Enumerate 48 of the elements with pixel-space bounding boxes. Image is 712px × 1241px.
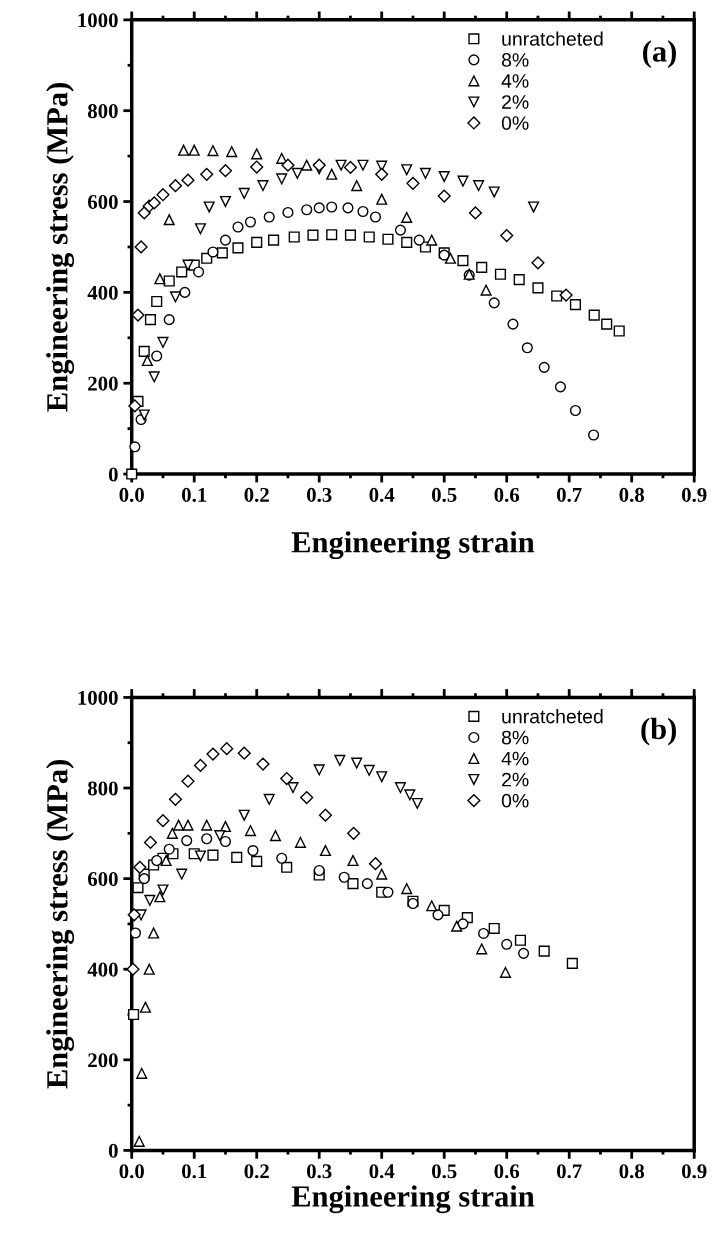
legend-label: unratcheted: [502, 709, 603, 724]
legend-label: 8%: [501, 730, 529, 745]
legend-label: 8%: [501, 53, 529, 67]
y-tick-label: 800: [87, 781, 118, 796]
annotation: (b): [641, 717, 676, 746]
legend-label: 4%: [501, 751, 529, 766]
y-tick-label: 1000: [78, 690, 118, 705]
x-tick-label: 0.8: [619, 487, 645, 503]
x-tick-label: 0.0: [119, 1164, 144, 1179]
legend-label: 4%: [501, 74, 529, 88]
x-tick-label: 0.9: [681, 487, 707, 503]
y-tick-label: 1000: [78, 13, 118, 28]
x-axis-title: Engineering strain: [291, 1185, 535, 1214]
legend-label: 2%: [502, 772, 529, 787]
x-tick-label: 0.7: [556, 1164, 582, 1179]
x-tick-label: 0.2: [244, 1164, 269, 1179]
legend-label: 0%: [501, 116, 529, 130]
x-tick-label: 0.5: [431, 487, 457, 503]
x-tick-label: 0.6: [494, 487, 520, 503]
y-tick-label: 800: [87, 104, 118, 119]
y-tick-label: 400: [87, 285, 118, 300]
y-tick-label: 200: [88, 1053, 118, 1068]
y-tick-label: 600: [87, 194, 118, 209]
x-tick-label: 0.4: [369, 487, 395, 503]
x-tick-label: 0.3: [306, 487, 332, 503]
x-tick-label: 0.5: [431, 1164, 457, 1179]
x-tick-label: 0.7: [556, 487, 582, 503]
y-tick-label: 600: [87, 872, 118, 887]
y-tick-label: 400: [87, 962, 118, 977]
y-axis-title: Engineering stress (MPa): [46, 760, 75, 1089]
y-axis-title: Engineering stress (MPa): [46, 83, 75, 412]
x-tick-label: 0.1: [181, 1164, 207, 1179]
x-tick-label: 0.8: [619, 1164, 645, 1179]
x-axis-title: Engineering strain: [291, 531, 535, 560]
x-tick-label: 0.1: [181, 487, 207, 503]
x-tick-label: 0.6: [494, 1164, 520, 1179]
x-tick-label: 0.3: [306, 1164, 332, 1179]
legend-label: 2%: [502, 95, 529, 109]
legend-label: 0%: [501, 793, 529, 808]
y-tick-label: 0: [108, 467, 118, 482]
y-tick-label: 200: [88, 376, 118, 391]
x-tick-label: 0.0: [119, 487, 144, 503]
annotation: (a): [643, 40, 676, 69]
x-tick-label: 0.2: [244, 487, 269, 503]
y-tick-label: 0: [108, 1143, 118, 1158]
x-tick-label: 0.9: [681, 1164, 707, 1179]
x-tick-label: 0.4: [369, 1164, 395, 1179]
legend-label: unratcheted: [502, 31, 603, 46]
